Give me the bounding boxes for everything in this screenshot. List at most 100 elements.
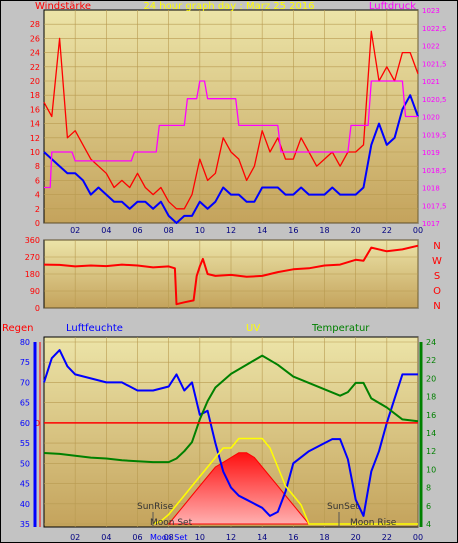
x-tick-label: 06 — [132, 226, 142, 235]
temperature-tick-label: 18 — [426, 393, 436, 402]
wind-tick-label: 18 — [30, 91, 40, 100]
wind-tick-label: 10 — [30, 148, 40, 157]
x-tick-label: 16 — [288, 533, 298, 542]
rain-tick-label: 0 — [35, 419, 40, 428]
x-tick-label: 22 — [382, 226, 392, 235]
sunrise-label: SunRise — [137, 502, 174, 512]
pressure-tick-label: 1018,5 — [422, 167, 447, 175]
solar-radiation-area — [167, 452, 310, 525]
x-tick-label: 12 — [226, 226, 236, 235]
wind-axis-label: Windstärke — [35, 1, 91, 12]
x-tick-label: 14 — [257, 226, 267, 235]
humidity-tick-label: 65 — [20, 399, 30, 408]
pressure-tick-label: 1019 — [422, 149, 440, 157]
solar-fill — [167, 452, 310, 525]
direction-tick-label: 180 — [25, 270, 40, 279]
x-tick-label: 12 — [226, 533, 236, 542]
humidity-tick-label: 80 — [20, 338, 30, 347]
humidity-uv-temp-panel: Regen Luftfeuchte UV Temperatur 35 40 4 55 0… — [2, 323, 436, 542]
wind-tick-label: 6 — [35, 176, 40, 185]
wind-tick-label: 16 — [30, 105, 40, 114]
pressure-tick-label: 1022 — [422, 43, 440, 51]
humidity-tick-label: 35 — [20, 520, 30, 529]
humidity-tick-label: 75 — [20, 358, 30, 367]
humidity-label: Luftfeuchte — [66, 323, 123, 334]
chart-title: 24 hour graph day : Marz 25 2016 — [143, 1, 314, 12]
direction-tick-label: 90 — [30, 287, 40, 296]
compass-label: S — [434, 271, 440, 282]
sunset-label: SunSet — [327, 502, 359, 512]
series-luftfeuchte-line — [43, 349, 418, 517]
pressure-tick-label: 1017,5 — [422, 202, 447, 210]
pressure-tick-label: 1018 — [422, 185, 440, 193]
pressure-tick-label: 1021,5 — [422, 60, 447, 68]
temperature-label: Temperatur — [311, 323, 370, 334]
wind-tick-label: 24 — [30, 49, 40, 58]
x-tick-label: 08 — [164, 226, 174, 235]
compass-label: N — [433, 241, 440, 252]
wind-pressure-series — [43, 30, 419, 224]
x-tick-label: 02 — [70, 533, 80, 542]
x-tick-label: 00 — [413, 533, 423, 542]
direction-tick-label: 0 — [35, 304, 40, 313]
temperature-tick-label: 4 — [426, 520, 431, 529]
wind-tick-label: 8 — [35, 162, 40, 171]
rain-label: Regen — [2, 323, 34, 334]
x-tick-label: 00 — [413, 226, 423, 235]
humidity-tick-label: 55 — [20, 439, 30, 448]
pressure-tick-label: 1019,5 — [422, 131, 447, 139]
x-tick-label: 18 — [319, 533, 329, 542]
moonrise-label: Moon Rise — [350, 518, 397, 528]
series-magenta-line — [44, 80, 418, 189]
compass-label: N — [433, 301, 440, 312]
direction-tick-label: 270 — [25, 253, 40, 262]
series-uv-line — [152, 437, 418, 525]
x-tick-label: 08 — [164, 533, 174, 542]
x-tick-label: 10 — [195, 226, 205, 235]
x-tick-label: 22 — [382, 533, 392, 542]
pressure-axis-label: Luftdruck — [369, 1, 416, 12]
series-red-line — [43, 30, 419, 210]
wind-tick-label: 4 — [35, 191, 40, 200]
temperature-tick-label: 22 — [426, 356, 436, 365]
wind-tick-label: 26 — [30, 34, 40, 43]
humidity-series — [43, 349, 419, 525]
uv-label: UV — [246, 323, 260, 334]
temperature-tick-label: 24 — [426, 338, 436, 347]
x-tick-label: 04 — [101, 226, 111, 235]
wind-direction-series — [43, 244, 419, 306]
pressure-tick-label: 1022,5 — [422, 25, 447, 33]
direction-tick-label: 360 — [25, 236, 40, 245]
x-tick-label: 10 — [195, 533, 205, 542]
compass-label: W — [432, 256, 442, 267]
x-tick-label: 20 — [351, 533, 361, 542]
x-tick-label: 14 — [257, 533, 267, 542]
pressure-tick-label: 1023 — [422, 7, 440, 15]
wind-tick-label: 2 — [35, 205, 40, 214]
x-tick-label: 06 — [132, 533, 142, 542]
temperature-tick-label: 12 — [426, 447, 436, 456]
humidity-tick-label: 60 — [20, 419, 30, 428]
humidity-tick-label: 70 — [20, 378, 30, 387]
humidity-tick-label: 40 — [20, 500, 30, 509]
wind-tick-label: 14 — [30, 120, 40, 129]
temperature-tick-label: 8 — [426, 484, 431, 493]
wind-tick-label: 20 — [30, 77, 40, 86]
moonset-bottom-label: Moon Set — [150, 533, 187, 542]
humidity-tick-label: 50 — [20, 459, 30, 468]
wind-tick-label: 22 — [30, 63, 40, 72]
moonset-label: Moon Set — [150, 518, 193, 528]
temperature-tick-label: 10 — [426, 465, 436, 474]
astro-annotations: SunRise Moon Set SunSet Moon Rise Moon S… — [137, 502, 397, 542]
wind-tick-label: 12 — [30, 134, 40, 143]
pressure-tick-label: 1020 — [422, 114, 440, 122]
x-tick-label: 20 — [351, 226, 361, 235]
temperature-tick-label: 6 — [426, 502, 431, 511]
x-tick-label: 02 — [70, 226, 80, 235]
